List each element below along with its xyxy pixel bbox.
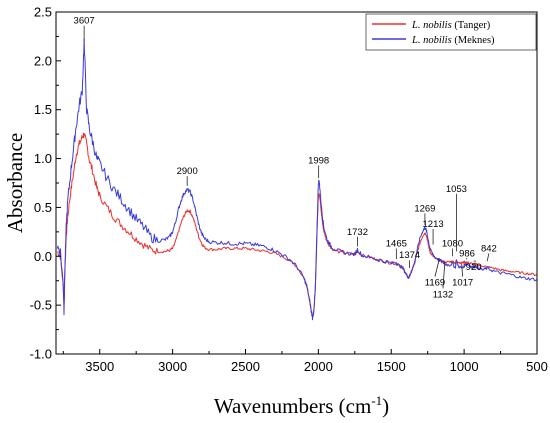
legend-label-tanger-site: (Tanger) bbox=[452, 20, 491, 31]
peak-label: 1213 bbox=[423, 219, 444, 230]
peak-label: 1732 bbox=[347, 227, 368, 238]
y-axis-title: Absorbance bbox=[3, 133, 27, 233]
peak-label: 1053 bbox=[446, 184, 467, 195]
y-tick-label: 2.5 bbox=[34, 5, 52, 20]
x-tick-label: 2500 bbox=[231, 359, 260, 374]
peak-leader-line bbox=[461, 264, 464, 277]
peak-label: 1169 bbox=[425, 278, 445, 289]
peak-label: 1465 bbox=[386, 239, 407, 250]
x-axis-title: Wavenumbers (cm-1) bbox=[214, 393, 389, 418]
peak-label: 3607 bbox=[74, 16, 95, 27]
y-tick-label: 0.5 bbox=[34, 200, 52, 215]
y-tick-label: 2.0 bbox=[34, 53, 52, 68]
peak-leader-line bbox=[486, 253, 490, 262]
x-tick-label: 1000 bbox=[450, 359, 479, 374]
peak-label: 1998 bbox=[308, 155, 329, 166]
x-axis-title-superscript: -1 bbox=[371, 393, 382, 408]
series-line-tanger bbox=[57, 132, 537, 318]
peak-leader-line bbox=[465, 258, 468, 260]
x-tick-label: 3500 bbox=[85, 359, 114, 374]
y-axis-ticks: -1.0 -0.5 0.0 0.5 1.0 1.5 2.0 2.5 bbox=[30, 5, 61, 362]
legend-label-tanger: L. nobilis (Tanger) bbox=[411, 20, 491, 31]
peak-label: 2900 bbox=[177, 166, 198, 177]
legend: L. nobilis (Tanger) L. nobilis (Meknes) bbox=[365, 13, 537, 51]
peak-label: 1080 bbox=[442, 239, 463, 250]
x-axis-title-close: ) bbox=[382, 394, 389, 418]
legend-label-meknes-site: (Meknes) bbox=[452, 35, 495, 46]
peak-label: 920 bbox=[466, 262, 482, 273]
y-tick-label: -1.0 bbox=[30, 347, 52, 362]
y-tick-label: -0.5 bbox=[30, 298, 52, 313]
legend-label-meknes-species: L. nobilis bbox=[411, 35, 452, 46]
series-layer bbox=[57, 38, 537, 321]
peak-label: 1017 bbox=[452, 278, 473, 289]
y-tick-label: 1.5 bbox=[34, 102, 52, 117]
x-tick-label: 3000 bbox=[158, 359, 187, 374]
y-tick-label: 1.0 bbox=[34, 151, 52, 166]
legend-box bbox=[365, 13, 537, 51]
peak-label: 1374 bbox=[399, 250, 420, 261]
peak-label: 1269 bbox=[414, 203, 435, 214]
legend-label-meknes: L. nobilis (Meknes) bbox=[411, 35, 495, 46]
peak-label: 1132 bbox=[433, 289, 453, 300]
peak-label: 842 bbox=[481, 243, 497, 254]
y-tick-label: 0.0 bbox=[34, 249, 52, 264]
x-axis-title-main: Wavenumbers (cm bbox=[214, 394, 372, 418]
x-tick-label: 500 bbox=[526, 359, 548, 374]
x-tick-label: 1500 bbox=[377, 359, 406, 374]
series-line-meknes bbox=[57, 38, 537, 321]
peak-leader-line bbox=[434, 258, 440, 277]
x-axis-ticks: 3500 3000 2500 2000 1500 1000 500 bbox=[62, 349, 548, 374]
legend-label-tanger-species: L. nobilis bbox=[411, 20, 452, 31]
peak-leader-line bbox=[442, 261, 446, 289]
peak-label: 986 bbox=[459, 248, 475, 259]
x-tick-label: 2000 bbox=[304, 359, 333, 374]
